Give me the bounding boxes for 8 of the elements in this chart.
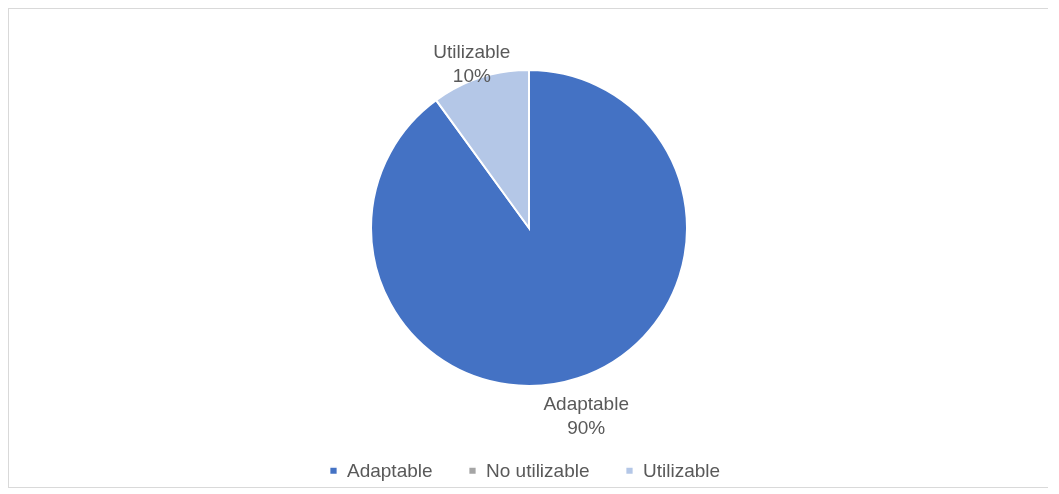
data-label: 90% xyxy=(567,416,606,438)
slice-label: Adaptable xyxy=(543,392,629,414)
pie-slice xyxy=(370,69,688,387)
legend-label: Adaptable xyxy=(347,459,433,481)
slice-label: Utilizable xyxy=(433,41,511,63)
legend-label: Utilizable xyxy=(643,459,721,481)
data-label: 10% xyxy=(452,65,491,87)
legend-label: No utilizable xyxy=(486,459,590,481)
